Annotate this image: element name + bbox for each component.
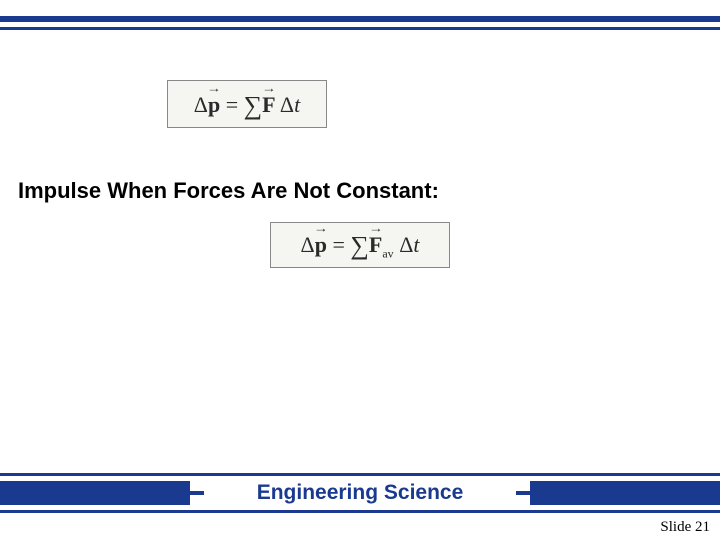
eq2-dt-delta: Δ: [399, 232, 413, 257]
eq2-F-sub: av: [382, 246, 393, 260]
slide-prefix: Slide: [660, 519, 695, 535]
equation-variable-force: Δp = ∑Fav Δt: [270, 222, 450, 268]
top-bar-thick: [0, 16, 720, 22]
equation-constant-force: Δp = ∑F Δt: [167, 80, 327, 128]
section-heading: Impulse When Forces Are Not Constant:: [18, 178, 439, 204]
eq1-equals: =: [220, 92, 243, 117]
bottom-bar-thin-lower: [0, 510, 720, 513]
top-bar-thin: [0, 27, 720, 30]
eq2-p-vector: p: [315, 232, 327, 258]
eq1-F-vector: F: [262, 92, 275, 118]
eq2-content: Δp = ∑Fav Δt: [301, 229, 420, 261]
eq1-sum: ∑: [244, 91, 263, 120]
footer-label: Engineering Science: [257, 481, 464, 505]
eq1-dt-var: t: [294, 92, 300, 117]
eq1-dt-delta: Δ: [280, 92, 294, 117]
bottom-bar-thin-upper: [0, 473, 720, 476]
footer-label-container: Engineering Science: [190, 481, 530, 505]
slide-number: Slide 21: [660, 519, 710, 536]
eq1-p-vector: p: [208, 92, 220, 118]
eq2-equals: =: [327, 232, 350, 257]
eq2-F-vector: F: [369, 232, 382, 258]
eq2-sum: ∑: [350, 231, 369, 260]
eq2-dt-var: t: [413, 232, 419, 257]
eq1-content: Δp = ∑F Δt: [194, 89, 300, 119]
slide-num-value: 21: [695, 519, 710, 535]
eq2-delta: Δ: [301, 232, 315, 257]
